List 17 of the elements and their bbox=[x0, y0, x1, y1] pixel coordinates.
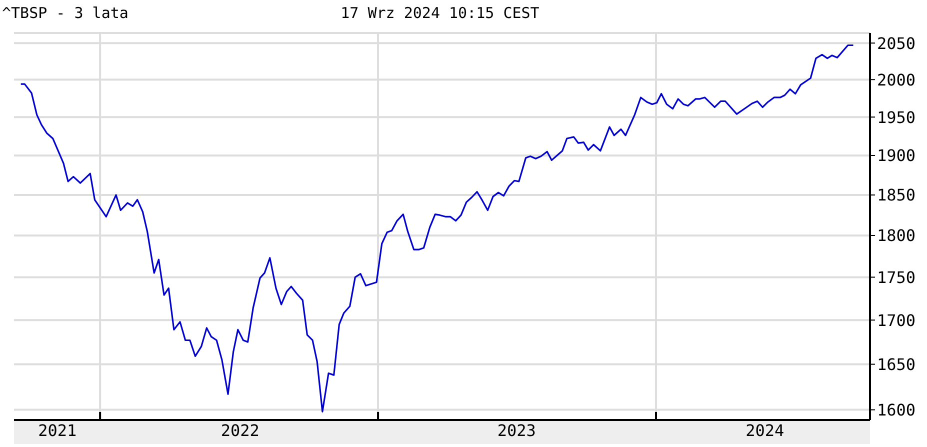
y-tick-label: 1900 bbox=[877, 146, 916, 166]
x-tick-label: 2023 bbox=[497, 421, 536, 440]
chart-subtitle: 17 Wrz 2024 10:15 CEST bbox=[340, 4, 540, 22]
y-tick-label: 1850 bbox=[877, 186, 916, 205]
y-tick-label: 1800 bbox=[877, 226, 916, 246]
line-series bbox=[20, 44, 854, 412]
y-tick-label: 1700 bbox=[877, 310, 916, 330]
chart-title: ^TBSP - 3 lata bbox=[2, 4, 128, 22]
x-tick-label: 2024 bbox=[746, 421, 784, 440]
x-tick-label: 2022 bbox=[220, 421, 260, 440]
y-tick-label: 1950 bbox=[877, 108, 916, 127]
y-tick-label: 1600 bbox=[877, 400, 916, 420]
y-tick-label: 2050 bbox=[877, 34, 916, 53]
y-tick-label: 1650 bbox=[877, 354, 916, 374]
x-tick-label: 2021 bbox=[38, 421, 77, 440]
y-tick-label: 2000 bbox=[877, 70, 916, 90]
y-tick-label: 1750 bbox=[877, 268, 916, 287]
